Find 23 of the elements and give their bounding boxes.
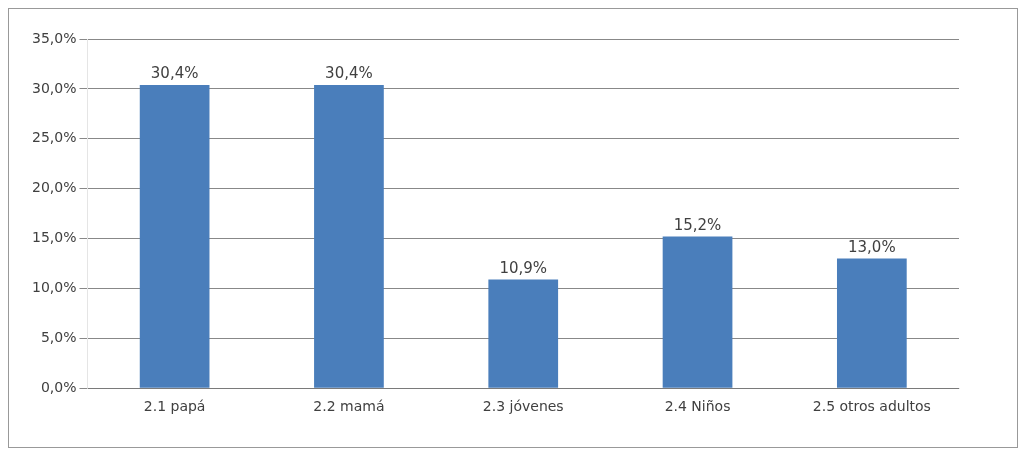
data-label: 30,4% xyxy=(150,64,199,83)
x-tick-label: 2.3 jóvenes xyxy=(482,398,564,415)
y-tick-label: 10,0% xyxy=(31,279,77,296)
data-label: 15,2% xyxy=(673,215,722,234)
y-tick-label: 20,0% xyxy=(31,179,77,196)
x-tick-label: 2.5 otros adultos xyxy=(812,398,931,415)
y-tick-label: 5,0% xyxy=(40,328,77,345)
y-tick-label: 25,0% xyxy=(31,129,77,146)
data-label: 30,4% xyxy=(325,64,373,83)
y-tick-label: 0,0% xyxy=(40,378,77,395)
bar xyxy=(836,258,907,388)
x-tick-label: 2.4 Niños xyxy=(664,398,731,415)
bar xyxy=(662,236,733,388)
bar xyxy=(314,84,384,388)
x-tick-label: 2.2 mamá xyxy=(313,398,385,415)
y-tick-label: 35,0% xyxy=(31,29,77,46)
data-label: 10,9% xyxy=(499,258,548,277)
y-tick-label: 15,0% xyxy=(31,229,77,246)
y-tick-label: 30,0% xyxy=(31,79,77,96)
bar xyxy=(139,84,210,388)
x-tick-label: 2.1 papá xyxy=(143,398,206,415)
bar xyxy=(488,279,559,388)
data-label: 13,0% xyxy=(848,237,896,256)
